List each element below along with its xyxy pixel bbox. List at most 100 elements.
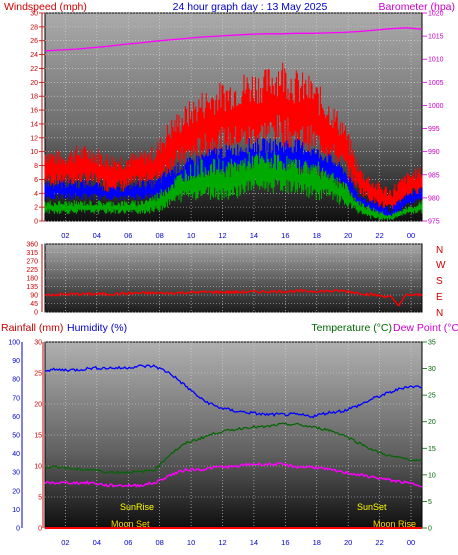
y-tick-label: 22	[30, 66, 38, 73]
barometer-line	[44, 27, 423, 52]
temp-tick-label: 15	[428, 446, 436, 453]
y-tick-label: 0	[34, 219, 38, 226]
y-tick-label-right: 1000	[428, 103, 444, 110]
y-tick-label: 135	[26, 284, 38, 291]
y-tick-label-right: 1015	[428, 34, 444, 41]
rain-tick-label: 25	[34, 371, 42, 378]
rainfall-label: Rainfall (mm)	[1, 322, 63, 334]
y-tick-label: 20	[30, 80, 38, 87]
rain-panel-bg	[44, 341, 423, 529]
direction-label: N	[436, 308, 443, 319]
humidity-tick-label: 70	[12, 395, 20, 402]
humidity-tick-label: 50	[12, 433, 20, 440]
x-tick-label: 16	[281, 231, 289, 240]
x-tick-label: 02	[61, 538, 69, 547]
rain-tick-label: 5	[38, 495, 42, 502]
rain-grid	[45, 341, 422, 529]
y-tick-label-right: 975	[428, 219, 440, 226]
x-tick-label: 10	[187, 231, 195, 240]
y-tick-label: 8	[34, 163, 38, 170]
x-tick-label: 22	[375, 231, 383, 240]
direction-label: E	[436, 292, 443, 303]
y-tick-label: 4	[34, 191, 38, 198]
humidity-tick-label: 20	[12, 488, 20, 495]
barometer-label: Barometer (hpa)	[379, 1, 455, 13]
direction-line	[44, 289, 423, 307]
x-tick-label: 20	[344, 538, 352, 547]
y-tick-label: 24	[30, 52, 38, 59]
x-tick-label: 20	[344, 231, 352, 240]
humidity-tick-label: 10	[12, 507, 20, 514]
x-tick-label: 14	[250, 231, 258, 240]
y-tick-label-right: 1020	[428, 11, 444, 18]
x-tick-label: 00	[407, 231, 415, 240]
rain-tick-label: 20	[34, 402, 42, 409]
y-tick-label-right: 980	[428, 195, 440, 202]
y-tick-label: 225	[26, 267, 38, 274]
x-tick-label: 04	[93, 538, 101, 547]
y-tick-label-right: 985	[428, 172, 440, 179]
x-tick-label: 12	[218, 231, 226, 240]
y-tick-label: 2	[34, 205, 38, 212]
temp-tick-label: 35	[428, 340, 436, 347]
sunset-label: SunSet	[357, 502, 387, 512]
wind-series	[44, 27, 423, 221]
direction-label: N	[436, 245, 443, 256]
humidity-tick-label: 80	[12, 377, 20, 384]
wind-axes: 0246810121416182022242628309759809859909…	[30, 11, 443, 241]
x-tick-label: 18	[313, 231, 321, 240]
x-tick-label: 22	[375, 538, 383, 547]
temperature-label: Temperature (°C)	[311, 322, 392, 334]
gust-series	[44, 62, 423, 209]
temp-tick-label: 0	[428, 526, 432, 533]
x-tick-label: 14	[250, 538, 258, 547]
y-tick-label: 45	[30, 301, 38, 308]
y-tick-label: 12	[30, 135, 38, 142]
humidity-tick-label: 60	[12, 414, 20, 421]
y-tick-label-right: 990	[428, 149, 440, 156]
x-tick-label: 00	[407, 538, 415, 547]
rain-tick-label: 10	[34, 464, 42, 471]
temperature-line	[44, 422, 423, 475]
humidity-tick-label: 30	[12, 470, 20, 477]
rain-tick-label: 0	[38, 526, 42, 533]
rain-axes: 0102030405060708090100051015202530051015…	[8, 340, 436, 548]
humidity-tick-label: 100	[8, 340, 20, 347]
y-tick-label: 270	[26, 259, 38, 266]
y-tick-label: 10	[30, 149, 38, 156]
y-tick-label: 16	[30, 108, 38, 115]
temp-tick-label: 20	[428, 419, 436, 426]
x-tick-label: 06	[124, 538, 132, 547]
humidity-tick-label: 40	[12, 451, 20, 458]
y-tick-label: 315	[26, 250, 38, 257]
x-tick-label: 18	[313, 538, 321, 547]
y-tick-label: 28	[30, 24, 38, 31]
rain-tick-label: 15	[34, 433, 42, 440]
humidity-tick-label: 0	[16, 526, 20, 533]
y-tick-label: 26	[30, 38, 38, 45]
y-tick-label-right: 1005	[428, 80, 444, 87]
y-tick-label: 18	[30, 94, 38, 101]
y-tick-label: 6	[34, 177, 38, 184]
x-tick-label: 12	[218, 538, 226, 547]
rain-series	[44, 364, 423, 529]
y-tick-label: 0	[34, 310, 38, 317]
temp-tick-label: 10	[428, 472, 436, 479]
y-tick-label: 30	[30, 11, 38, 18]
direction-panel-bg	[44, 243, 423, 313]
y-tick-label: 180	[26, 276, 38, 283]
chart-title: 24 hour graph day : 13 May 2025	[173, 1, 328, 13]
temp-tick-label: 25	[428, 393, 436, 400]
rain-tick-label: 30	[34, 340, 42, 347]
x-tick-label: 06	[124, 231, 132, 240]
direction-grid	[45, 243, 422, 313]
direction-label: W	[436, 260, 446, 271]
y-tick-label-right: 995	[428, 126, 440, 133]
humidity-line	[44, 364, 423, 419]
dewpoint-label: Dew Point (°C)	[393, 322, 458, 334]
y-tick-label-right: 1010	[428, 57, 444, 64]
moonset-label: Moon Set	[111, 519, 150, 529]
x-tick-label: 08	[155, 231, 163, 240]
